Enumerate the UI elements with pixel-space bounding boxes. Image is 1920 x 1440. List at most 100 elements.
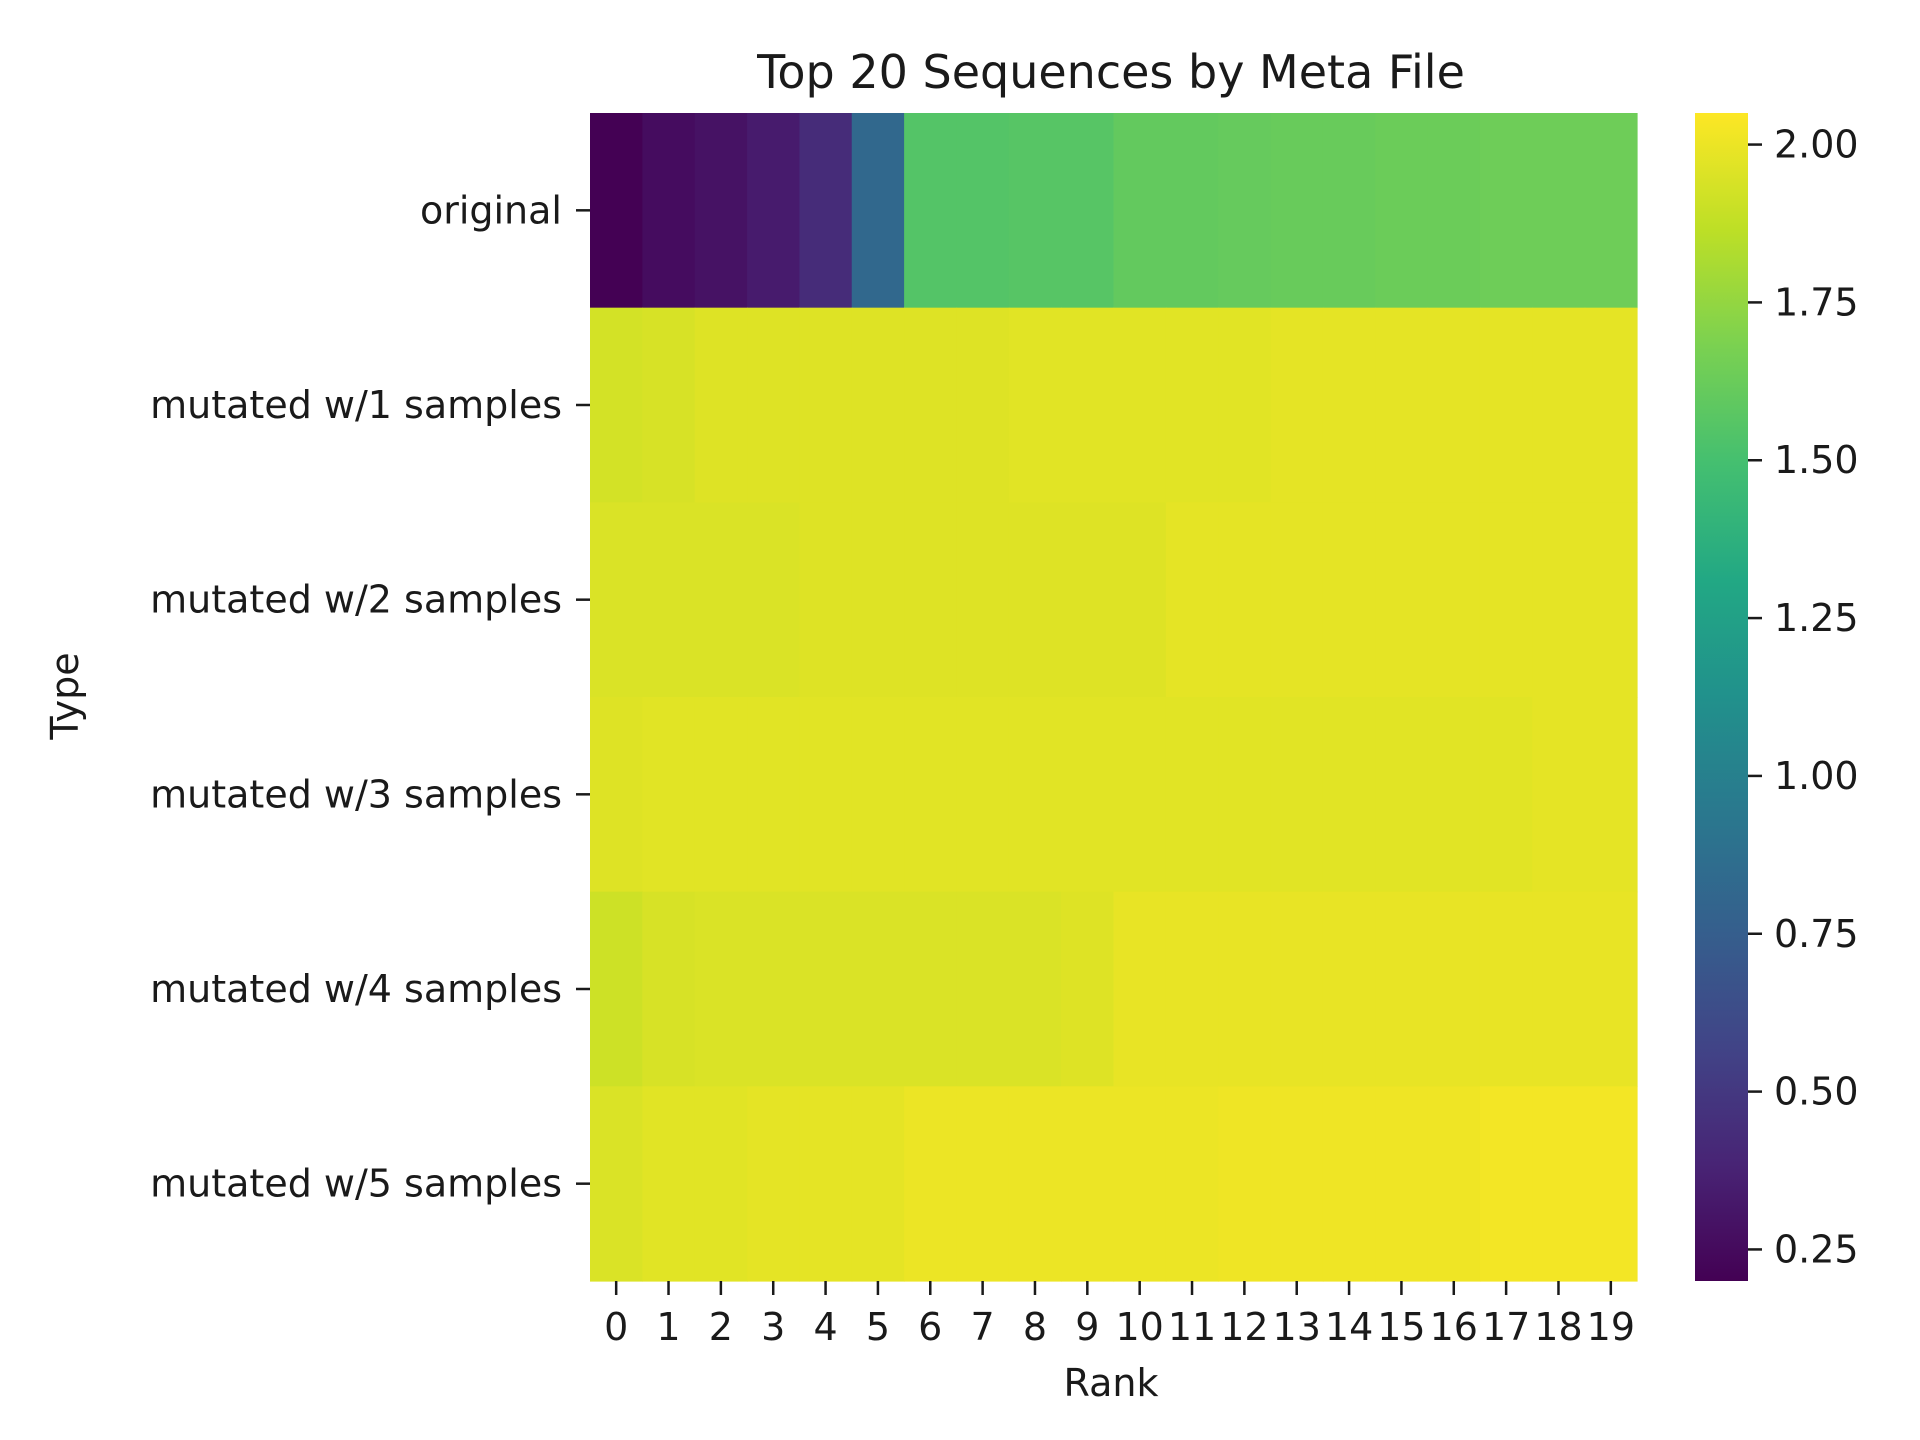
- heatmap-cell-1-18: [1532, 307, 1586, 503]
- heatmap-cell-1-3: [747, 307, 800, 503]
- heatmap-cell-2-17: [1479, 502, 1533, 698]
- y-tick-label-2: mutated w/2 samples: [150, 578, 562, 622]
- x-tick-label-18: 18: [1534, 1305, 1582, 1349]
- x-tick-label-8: 8: [1023, 1305, 1047, 1349]
- y-tick-label-0: original: [420, 188, 562, 232]
- colorbar-tick-label-2: 0.75: [1774, 912, 1859, 956]
- heatmap-cell-3-0: [590, 697, 643, 893]
- heatmap-cell-0-6: [904, 113, 958, 309]
- heatmap-cell-2-5: [851, 502, 905, 698]
- heatmap-cell-3-10: [1113, 697, 1167, 893]
- heatmap-cell-3-8: [1008, 697, 1062, 893]
- heatmap-cell-0-4: [799, 113, 853, 309]
- x-tick-label-17: 17: [1482, 1305, 1530, 1349]
- heatmap-cell-4-19: [1584, 891, 1638, 1087]
- heatmap-cell-4-4: [799, 891, 853, 1087]
- heatmap-cell-5-11: [1165, 1086, 1219, 1282]
- heatmap-cell-4-2: [694, 891, 748, 1087]
- heatmap-cell-0-18: [1532, 113, 1586, 309]
- heatmap-cell-4-12: [1218, 891, 1272, 1087]
- heatmap-cell-0-13: [1270, 113, 1324, 309]
- y-tick-label-5: mutated w/5 samples: [150, 1162, 562, 1206]
- heatmap-cell-4-5: [851, 891, 905, 1087]
- heatmap-cell-5-16: [1427, 1086, 1481, 1282]
- heatmap-cell-2-10: [1113, 502, 1167, 698]
- x-tick-label-12: 12: [1220, 1305, 1268, 1349]
- x-tick-label-4: 4: [813, 1305, 837, 1349]
- heatmap-cell-1-1: [642, 307, 696, 503]
- heatmap-cell-0-2: [694, 113, 748, 309]
- heatmap-cell-2-13: [1270, 502, 1324, 698]
- heatmap-cell-1-0: [590, 307, 643, 503]
- x-tick-label-16: 16: [1430, 1305, 1478, 1349]
- heatmap-cell-0-7: [956, 113, 1010, 309]
- colorbar-tick-label-6: 1.75: [1774, 280, 1859, 324]
- colorbar-tick-label-7: 2.00: [1774, 123, 1859, 167]
- y-tick-label-3: mutated w/3 samples: [150, 772, 562, 816]
- heatmap-cell-4-13: [1270, 891, 1324, 1087]
- heatmap-cell-5-1: [642, 1086, 696, 1282]
- heatmap-cell-3-11: [1165, 697, 1219, 893]
- heatmap-cell-4-18: [1532, 891, 1586, 1087]
- heatmap-cell-2-6: [904, 502, 958, 698]
- heatmap-cell-5-13: [1270, 1086, 1324, 1282]
- heatmap-cell-0-15: [1375, 113, 1429, 309]
- heatmap-cell-0-17: [1479, 113, 1533, 309]
- heatmap-cell-1-5: [851, 307, 905, 503]
- heatmap-cell-5-7: [956, 1086, 1010, 1282]
- heatmap-cell-0-5: [851, 113, 905, 309]
- x-axis-label: Rank: [1064, 1361, 1159, 1405]
- x-tick-label-7: 7: [971, 1305, 995, 1349]
- heatmap-cell-3-9: [1061, 697, 1115, 893]
- x-tick-label-10: 10: [1115, 1305, 1163, 1349]
- heatmap-cell-0-14: [1322, 113, 1376, 309]
- heatmap-cell-0-0: [590, 113, 643, 309]
- x-tick-label-5: 5: [866, 1305, 890, 1349]
- x-axis: 0 1 2 3 4 5 6 7 8 9 10 11 12 13 14 15 16 17 18 19: [604, 1281, 1635, 1349]
- x-tick-label-19: 19: [1587, 1305, 1635, 1349]
- heatmap-cell-3-13: [1270, 697, 1324, 893]
- heatmap-cell-4-17: [1479, 891, 1533, 1087]
- heatmap-cell-2-4: [799, 502, 853, 698]
- heatmap-cell-3-7: [956, 697, 1010, 893]
- heatmap-cell-1-9: [1061, 307, 1115, 503]
- colorbar-tick-label-0: 0.25: [1774, 1227, 1859, 1271]
- heatmap-cell-0-8: [1008, 113, 1062, 309]
- heatmap-cell-3-15: [1375, 697, 1429, 893]
- heatmap-cell-4-14: [1322, 891, 1376, 1087]
- colorbar-gradient: [1695, 113, 1748, 1281]
- heatmap-cell-1-17: [1479, 307, 1533, 503]
- heatmap-cell-5-9: [1061, 1086, 1115, 1282]
- heatmap-cell-1-6: [904, 307, 958, 503]
- colorbar-tick-label-3: 1.00: [1774, 754, 1859, 798]
- heatmap-cell-3-16: [1427, 697, 1481, 893]
- heatmap-cell-2-9: [1061, 502, 1115, 698]
- heatmap-cell-4-11: [1165, 891, 1219, 1087]
- heatmap-cell-2-14: [1322, 502, 1376, 698]
- heatmap-cell-4-3: [747, 891, 800, 1087]
- heatmap-cell-2-7: [956, 502, 1010, 698]
- heatmap-cell-1-4: [799, 307, 853, 503]
- x-tick-label-2: 2: [709, 1305, 733, 1349]
- heatmap-cell-2-11: [1165, 502, 1219, 698]
- x-tick-label-6: 6: [918, 1305, 942, 1349]
- heatmap-cell-2-2: [694, 502, 748, 698]
- x-tick-label-11: 11: [1168, 1305, 1216, 1349]
- heatmap-cell-1-8: [1008, 307, 1062, 503]
- heatmap-cell-5-19: [1584, 1086, 1638, 1282]
- heatmap-cell-5-17: [1479, 1086, 1533, 1282]
- heatmap-cell-4-8: [1008, 891, 1062, 1087]
- heatmap-cell-3-1: [642, 697, 696, 893]
- heatmap-cell-5-12: [1218, 1086, 1272, 1282]
- heatmap-cell-0-1: [642, 113, 696, 309]
- heatmap-cell-3-17: [1479, 697, 1533, 893]
- colorbar-tick-label-1: 0.50: [1774, 1070, 1859, 1114]
- heatmap-cell-5-3: [747, 1086, 800, 1282]
- heatmap-cell-2-3: [747, 502, 800, 698]
- heatmap-cell-4-10: [1113, 891, 1167, 1087]
- heatmap-cell-3-14: [1322, 697, 1376, 893]
- x-tick-label-9: 9: [1075, 1305, 1099, 1349]
- heatmap-cell-2-1: [642, 502, 696, 698]
- heatmap-cell-1-11: [1165, 307, 1219, 503]
